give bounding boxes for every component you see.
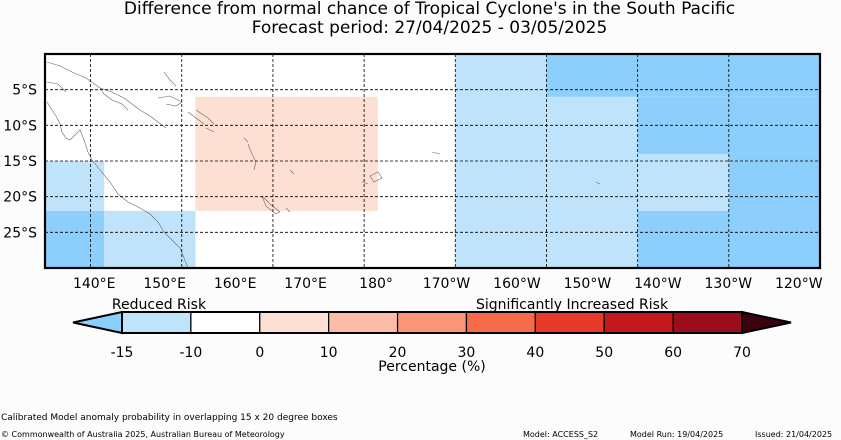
lat-label: 5°S — [12, 83, 37, 99]
lat-label: 10°S — [3, 118, 37, 134]
anomaly-box — [728, 153, 820, 211]
colorbar-tick-label: 20 — [389, 345, 407, 361]
colorbar-tick-label: 50 — [595, 345, 613, 361]
anomaly-box — [195, 96, 378, 211]
colorbar-bin — [534, 311, 605, 334]
colorbar-under-arrow — [72, 310, 123, 335]
lon-label: 140°E — [73, 276, 116, 292]
colorbar-bin — [603, 311, 674, 334]
map-frame — [43, 52, 822, 270]
colorbar-tick-label: 40 — [526, 345, 544, 361]
method-note: Calibrated Model anomaly probability in … — [1, 413, 338, 423]
anomaly-box — [45, 210, 105, 268]
lon-label: 130°W — [705, 276, 753, 292]
colorbar-tick-label: -10 — [179, 345, 202, 361]
issued-date: Issued: 21/04/2025 — [755, 430, 833, 439]
lon-label: 140°W — [634, 276, 682, 292]
colorbar-ticks: -15 -10 0 10 20 30 40 50 60 70 — [111, 345, 751, 361]
anomaly-box — [104, 210, 196, 268]
copyright-note: © Commonwealth of Australia 2025, Austra… — [1, 430, 285, 439]
vanuatu — [243, 137, 257, 171]
colorbar-tick-label: -15 — [111, 345, 134, 361]
new-caledonia — [261, 195, 291, 215]
increased-risk-label: Significantly Increased Risk — [476, 297, 669, 313]
samoa-islands — [289, 169, 601, 185]
colorbar-bin — [190, 311, 261, 334]
anomaly-box — [546, 54, 820, 97]
map-panel: 5°S 10°S 15°S 20°S 25°S 140°E 150°E 160°E 170°E… — [3, 52, 823, 292]
model-run-date: Model Run: 19/04/2025 — [630, 430, 724, 439]
model-name: Model: ACCESS_S2 — [523, 430, 599, 439]
colorbar-bin — [259, 311, 330, 334]
longitude-labels: 140°E 150°E 160°E 170°E 180° 170°W 160°W 150°W 1… — [73, 276, 823, 292]
colorbar-over-arrow — [741, 310, 792, 335]
lon-label: 150°E — [143, 276, 186, 292]
colorbar-tick-label: 30 — [458, 345, 476, 361]
gridlines — [45, 54, 820, 268]
colorbar-axis-label: Percentage (%) — [378, 359, 485, 375]
colorbar-bin — [328, 311, 399, 334]
australia-coast — [46, 101, 189, 268]
colorbar-tick-label: 0 — [255, 345, 264, 361]
new-guinea-coast — [46, 61, 167, 129]
colorbar-tick-label: 70 — [733, 345, 751, 361]
fiji-islands — [361, 151, 441, 185]
lat-label: 15°S — [3, 154, 37, 170]
latitude-labels: 5°S 10°S 15°S 20°S 25°S — [3, 83, 37, 242]
colorbar-tick-label: 60 — [664, 345, 682, 361]
lon-label: 170°E — [284, 276, 327, 292]
lon-label: 180° — [359, 276, 393, 292]
map-title: Difference from normal chance of Tropica… — [123, 0, 736, 19]
colorbar-tick-label: 10 — [320, 345, 338, 361]
lon-label: 160°E — [214, 276, 257, 292]
anomaly-box — [637, 210, 820, 268]
colorbar-bin — [121, 311, 192, 334]
anomaly-box — [546, 96, 638, 268]
lon-label: 160°W — [493, 276, 541, 292]
lat-label: 25°S — [3, 225, 37, 241]
colorbar-bins — [121, 311, 743, 334]
lon-label: 150°W — [564, 276, 612, 292]
lon-label: 120°W — [775, 276, 823, 292]
coastlines — [46, 61, 601, 268]
forecast-period: Forecast period: 27/04/2025 - 03/05/2025 — [251, 18, 608, 38]
anomaly-box — [637, 153, 729, 211]
colorbar-bin — [672, 311, 743, 334]
colorbar-bin — [465, 311, 536, 334]
reduced-risk-label: Reduced Risk — [112, 297, 207, 313]
colorbar-bin — [396, 311, 468, 334]
anomaly-box — [45, 161, 105, 211]
colorbar: Reduced Risk Significantly Increased Ris… — [72, 297, 792, 375]
solomon-islands — [187, 109, 215, 133]
lat-label: 20°S — [3, 190, 37, 206]
lon-label: 170°W — [423, 276, 471, 292]
colorbar-frame — [121, 311, 743, 334]
